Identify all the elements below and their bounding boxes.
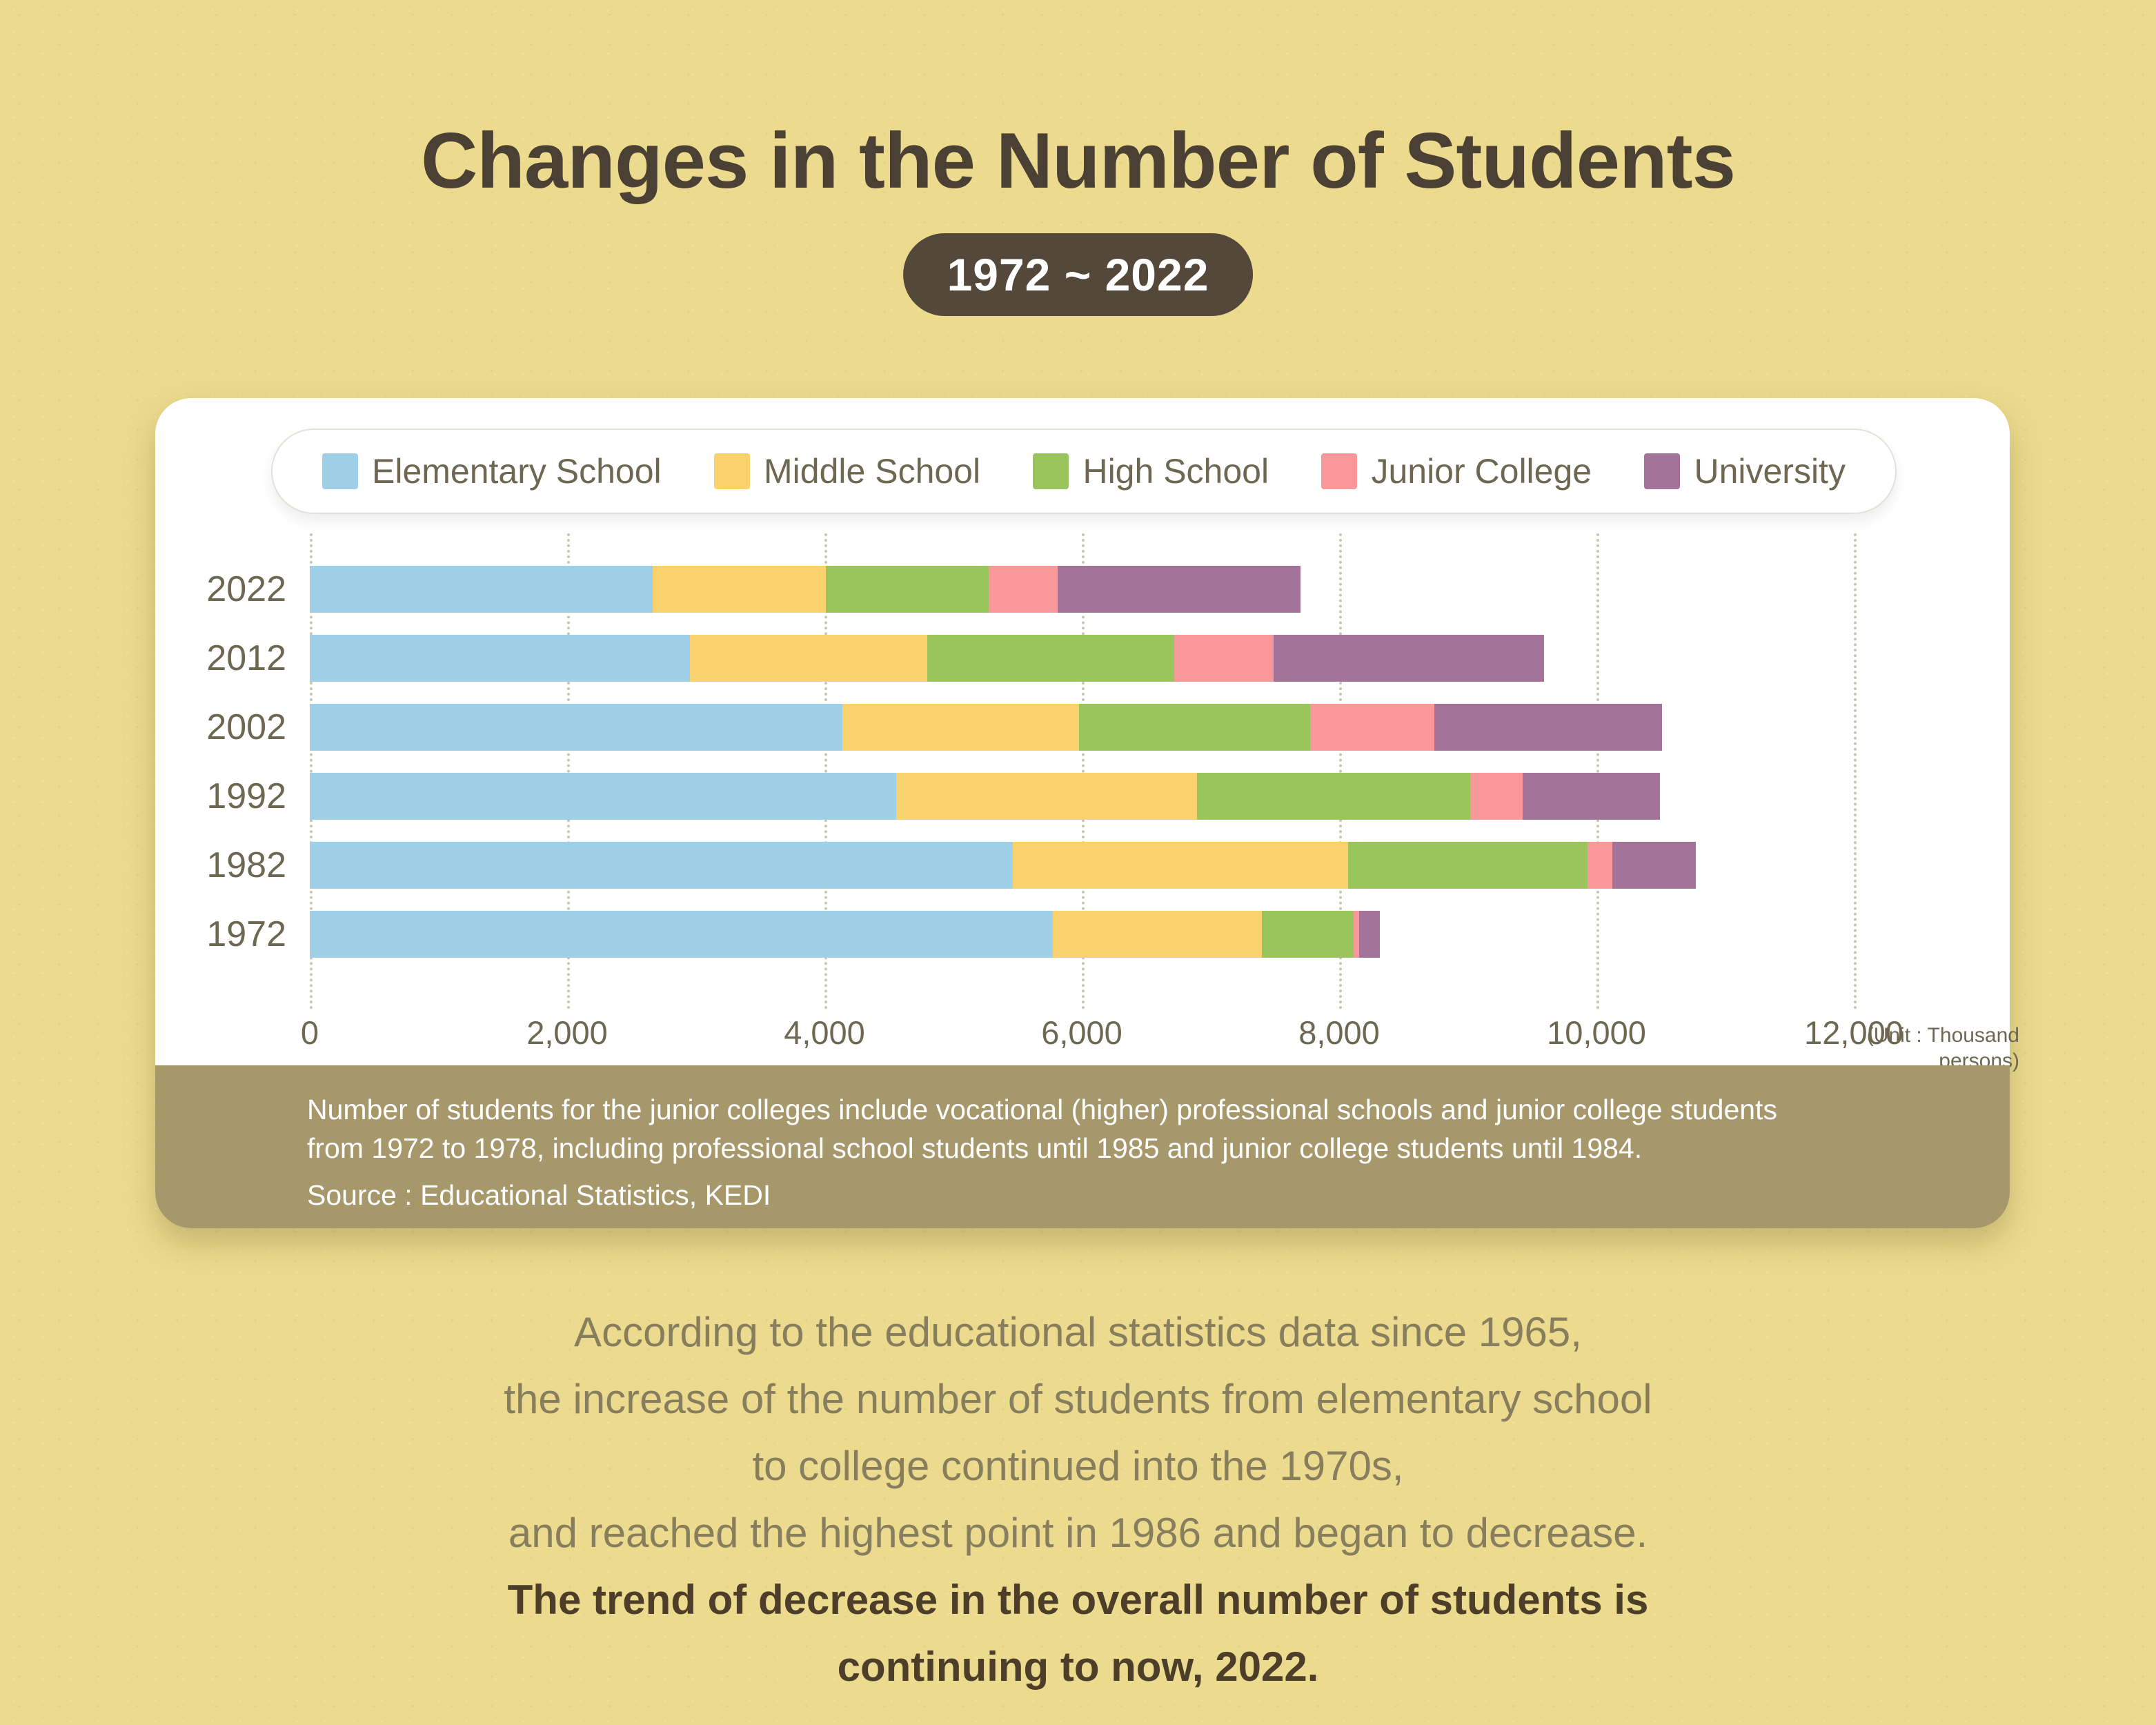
footnote-source: Source : Educational Statistics, KEDI — [307, 1179, 771, 1211]
bar-segment-high-school — [1347, 842, 1588, 889]
bar-row-year-label: 1982 — [206, 845, 286, 885]
bar-segment-junior-college — [1310, 704, 1434, 751]
x-axis: 0 2,000 4,000 6,000 8,000 10,000 12,000 — [301, 1014, 1903, 1096]
bar-segment-elementary-school — [310, 773, 897, 820]
legend-item: Junior College — [1321, 451, 1592, 491]
bar-row-year-label: 1972 — [206, 914, 286, 954]
chart-card: Elementary School Middle School High Schoo… — [155, 398, 2019, 1228]
bar-segment-junior-college — [1354, 911, 1359, 958]
summary-line: According to the educational statistics … — [574, 1309, 1582, 1355]
bar-segment-university — [1058, 566, 1301, 613]
gridline — [567, 533, 570, 1009]
bar-segment-high-school — [826, 566, 989, 613]
x-tick-label: 8,000 — [1298, 1014, 1380, 1051]
stacked-bar — [310, 842, 1854, 889]
bar-segment-middle-school — [652, 566, 827, 613]
bar-segment-university — [1522, 773, 1661, 820]
summary-line-bold: The trend of decrease in the overall num… — [507, 1577, 1649, 1623]
bar-segment-middle-school — [1053, 911, 1262, 958]
bar-row: 2002 — [206, 704, 1854, 751]
bar-segment-elementary-school — [310, 842, 1013, 889]
footnote-line: Number of students for the junior colleg… — [307, 1094, 1777, 1125]
period-badge: 1972 ~ 2022 — [902, 233, 1254, 316]
bar-row-year-label: 2022 — [206, 569, 286, 609]
unit-note-line: (Unit : Thousand — [1866, 1024, 2019, 1047]
bar-segment-middle-school — [1013, 842, 1348, 889]
bar-segment-university — [1274, 635, 1545, 682]
summary-line: and reached the highest point in 1986 an… — [508, 1510, 1648, 1556]
bar-segment-high-school — [1079, 704, 1311, 751]
bar-segment-high-school — [1197, 773, 1471, 820]
stacked-bar — [310, 773, 1854, 820]
summary-line-bold: continuing to now, 2022. — [837, 1644, 1319, 1690]
bar-row: 2022 — [206, 566, 1854, 613]
bar-segment-junior-college — [1470, 773, 1523, 820]
summary-line: the increase of the number of students f… — [504, 1376, 1652, 1422]
x-tick-label: 10,000 — [1547, 1014, 1646, 1051]
bar-segment-elementary-school — [310, 635, 690, 682]
page-title: Changes in the Number of Students — [420, 117, 1736, 205]
x-tick-label: 4,000 — [784, 1014, 865, 1051]
bar-segment-junior-college — [988, 566, 1058, 613]
gridline — [310, 533, 313, 1009]
legend-label: Middle School — [764, 452, 981, 491]
bar-segment-elementary-school — [310, 911, 1054, 958]
bar-segment-high-school — [927, 635, 1175, 682]
legend-label: Junior College — [1371, 452, 1592, 491]
gridline — [824, 533, 827, 1009]
bar-row-year-label: 2002 — [206, 707, 286, 747]
bar-segment-elementary-school — [310, 704, 842, 751]
bar-segment-university — [1358, 911, 1381, 958]
stacked-bar — [310, 635, 1854, 682]
bar-row: 2012 — [206, 635, 1854, 682]
legend-item: High School — [1033, 451, 1269, 491]
legend-swatch-university — [1644, 453, 1681, 489]
bar-row-year-label: 1992 — [206, 776, 286, 816]
gridline — [1339, 533, 1342, 1009]
legend-swatch-junior-college — [1321, 453, 1358, 489]
gridline — [1854, 533, 1857, 1009]
bar-row: 1972 — [206, 911, 1854, 958]
bar-segment-junior-college — [1587, 842, 1613, 889]
stacked-bar — [310, 911, 1854, 958]
bar-row: 1982 — [206, 842, 1854, 889]
bar-segment-middle-school — [842, 704, 1080, 751]
bar-segment-university — [1612, 842, 1697, 889]
chart-footnote: Number of students for the junior colleg… — [155, 1065, 2010, 1228]
bar-chart-plot-area: 2022 2012 2002 1992 1982 1972 — [206, 533, 1857, 1009]
x-tick-label: 12,000 — [1804, 1014, 1903, 1051]
gridline — [1082, 533, 1085, 1009]
footnote-line: from 1972 to 1978, including professiona… — [307, 1132, 1643, 1164]
legend-label: University — [1694, 452, 1846, 491]
legend-swatch-middle-school — [714, 453, 751, 489]
legend-label: High School — [1082, 452, 1269, 491]
chart-legend: Elementary School Middle School High Schoo… — [271, 428, 1897, 514]
legend-swatch-elementary-school — [322, 453, 358, 489]
x-tick-label: 6,000 — [1041, 1014, 1122, 1051]
bar-segment-middle-school — [896, 773, 1198, 820]
legend-label: Elementary School — [372, 452, 662, 491]
bar-segment-high-school — [1261, 911, 1354, 958]
gridline — [1596, 533, 1599, 1009]
legend-item: Middle School — [714, 451, 980, 491]
stacked-bar — [310, 566, 1854, 613]
stacked-bar — [310, 704, 1854, 751]
bar-row: 1992 — [206, 773, 1854, 820]
x-tick-label: 2,000 — [526, 1014, 608, 1051]
legend-item: Elementary School — [322, 451, 662, 491]
x-tick-label: 0 — [300, 1014, 319, 1051]
summary-paragraph: According to the educational statistics … — [0, 1299, 2156, 1700]
summary-line: to college continued into the 1970s, — [752, 1443, 1404, 1489]
legend-item: University — [1644, 451, 1846, 491]
legend-swatch-high-school — [1033, 453, 1069, 489]
bar-segment-junior-college — [1174, 635, 1274, 682]
bar-row-year-label: 2012 — [206, 638, 286, 678]
bar-segment-middle-school — [689, 635, 928, 682]
bar-segment-university — [1434, 704, 1663, 751]
bar-segment-elementary-school — [310, 566, 653, 613]
